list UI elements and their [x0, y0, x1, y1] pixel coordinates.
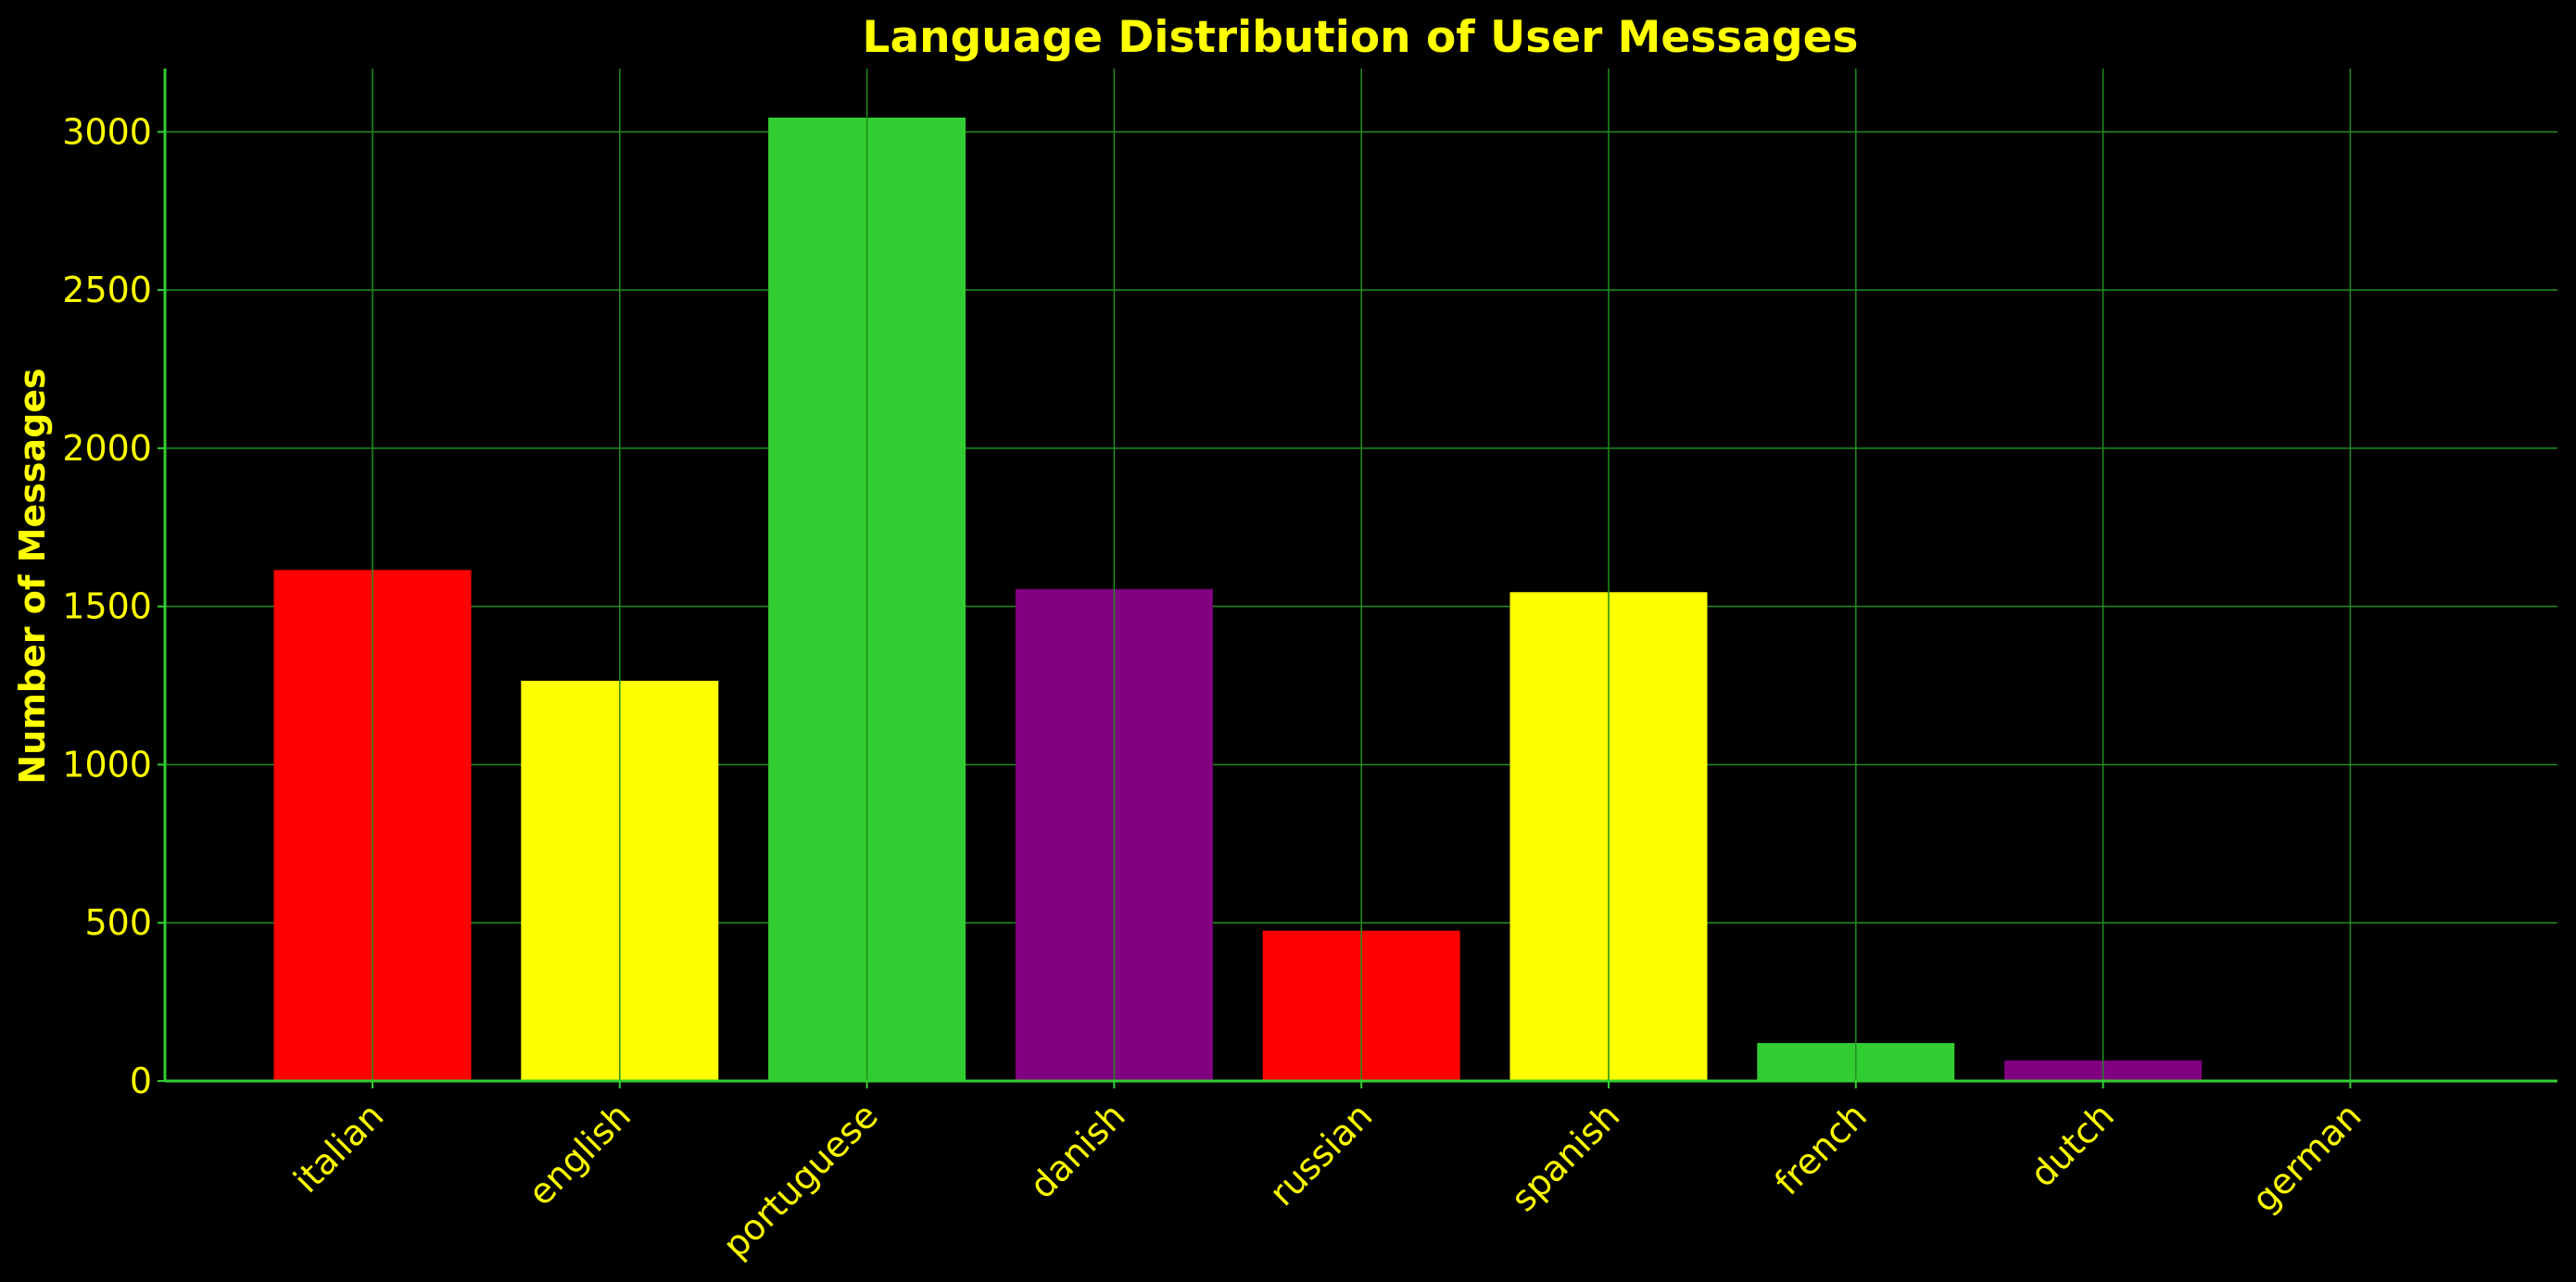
y-tick-label: 500: [84, 902, 152, 943]
y-tick-label: 3000: [62, 111, 152, 152]
y-tick-label: 2000: [62, 428, 152, 469]
y-axis-label: Number of Messages: [12, 368, 53, 784]
y-tick-label: 2500: [62, 270, 152, 310]
y-tick-label: 1500: [62, 586, 152, 627]
vertical-grid-layer: [372, 69, 2352, 1081]
y-tick-label: 1000: [62, 744, 152, 785]
chart-title: Language Distribution of User Messages: [863, 12, 1859, 63]
y-tick-label: 0: [130, 1061, 152, 1101]
